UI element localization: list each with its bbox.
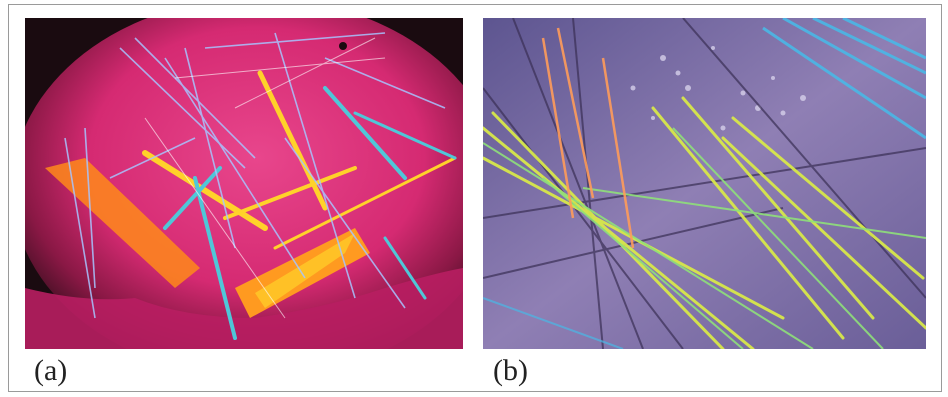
micrograph-a xyxy=(25,18,463,349)
panel-label-b: (b) xyxy=(493,354,528,387)
micrograph-b xyxy=(483,18,926,349)
panel-label-a: (a) xyxy=(34,354,68,387)
